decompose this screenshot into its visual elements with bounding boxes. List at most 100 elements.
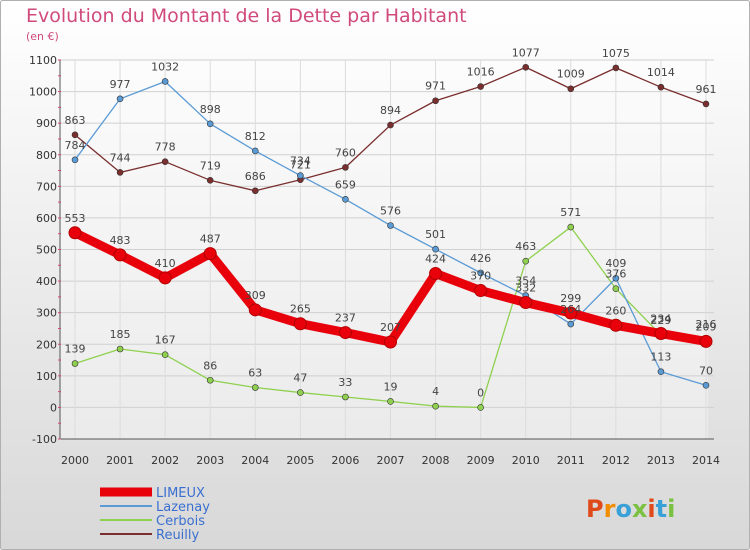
data-point-reuilly xyxy=(116,169,124,176)
x-tick-label: 2013 xyxy=(647,454,675,467)
data-label-reuilly: 1077 xyxy=(512,46,540,59)
data-point-reuilly xyxy=(522,63,530,71)
data-point-lazenay xyxy=(432,245,439,253)
legend-label-cerbois: Cerbois xyxy=(156,514,205,529)
data-label-lazenay: 784 xyxy=(65,139,86,152)
x-tick-label: 2009 xyxy=(467,454,495,467)
x-tick-label: 2007 xyxy=(377,454,405,467)
data-label-reuilly: 863 xyxy=(65,114,86,127)
data-point-limeux xyxy=(519,296,533,310)
data-label-limeux: 309 xyxy=(245,289,266,302)
data-point-lazenay xyxy=(702,382,710,389)
data-point-lazenay xyxy=(116,95,124,103)
logo-letter: o xyxy=(615,495,632,523)
data-label-reuilly: 1009 xyxy=(557,68,585,81)
data-point-lazenay xyxy=(161,78,169,85)
data-label-cerbois: 216 xyxy=(696,318,717,331)
data-point-reuilly xyxy=(342,164,349,171)
legend-label-lazenay: Lazenay xyxy=(156,500,210,515)
data-label-limeux: 234 xyxy=(650,313,671,326)
data-label-cerbois: 463 xyxy=(515,240,536,253)
data-label-limeux: 207 xyxy=(380,321,401,334)
data-label-lazenay: 70 xyxy=(699,364,713,377)
grid xyxy=(60,59,714,440)
data-label-cerbois: 229 xyxy=(650,314,671,327)
x-tick-label: 2002 xyxy=(151,454,179,467)
data-label-limeux: 370 xyxy=(470,270,491,283)
y-tick-label: 600 xyxy=(36,212,57,225)
data-label-cerbois: 0 xyxy=(477,386,484,399)
series-layer xyxy=(68,63,713,411)
data-label-lazenay: 576 xyxy=(380,204,401,217)
data-label-lazenay: 354 xyxy=(515,275,536,288)
x-tick-label: 2012 xyxy=(602,454,630,467)
data-point-cerbois xyxy=(71,360,79,367)
data-label-cerbois: 86 xyxy=(203,359,217,372)
data-label-reuilly: 971 xyxy=(425,80,446,93)
data-point-reuilly xyxy=(71,131,79,139)
x-tick-label: 2011 xyxy=(557,454,585,467)
data-point-lazenay xyxy=(71,156,79,164)
data-point-cerbois xyxy=(206,376,214,384)
data-point-cerbois xyxy=(477,404,484,411)
data-point-reuilly xyxy=(567,85,575,93)
data-point-cerbois xyxy=(161,351,169,358)
data-label-limeux: 487 xyxy=(200,233,221,246)
data-label-lazenay: 426 xyxy=(470,252,491,265)
data-label-cerbois: 167 xyxy=(155,334,176,347)
data-point-cerbois xyxy=(251,384,259,391)
data-label-cerbois: 571 xyxy=(560,206,581,219)
y-tick-label: 0 xyxy=(50,401,57,414)
data-point-reuilly xyxy=(251,187,259,195)
data-label-cerbois: 139 xyxy=(65,343,86,356)
data-point-lazenay xyxy=(612,274,620,282)
data-point-limeux xyxy=(429,267,443,281)
data-label-reuilly: 686 xyxy=(245,170,266,183)
data-point-cerbois xyxy=(612,285,620,292)
data-label-reuilly: 894 xyxy=(380,104,401,117)
data-point-lazenay xyxy=(251,147,259,155)
data-point-reuilly xyxy=(612,64,620,72)
data-label-limeux: 424 xyxy=(425,253,446,266)
x-tick-label: 2005 xyxy=(286,454,314,467)
legend-label-reuilly: Reuilly xyxy=(156,528,200,543)
logo-letter: P xyxy=(586,495,604,523)
data-label-cerbois: 19 xyxy=(384,380,398,393)
y-tick-label: 800 xyxy=(36,149,57,162)
y-tick-label: 200 xyxy=(36,338,57,351)
data-label-lazenay: 977 xyxy=(110,78,131,91)
y-tick-label: 100 xyxy=(36,370,57,383)
chart-subtitle: (en €) xyxy=(26,30,59,43)
data-label-reuilly: 719 xyxy=(200,159,221,172)
data-label-limeux: 553 xyxy=(65,212,86,225)
y-tick-label: 1000 xyxy=(29,86,57,99)
data-label-reuilly: 760 xyxy=(335,146,356,159)
data-point-cerbois xyxy=(522,257,530,265)
data-label-reuilly: 1016 xyxy=(467,66,495,79)
data-label-lazenay: 659 xyxy=(335,178,356,191)
logo-letter: x xyxy=(632,495,648,523)
data-label-lazenay: 898 xyxy=(200,103,221,116)
chart-title: Evolution du Montant de la Dette par Hab… xyxy=(26,5,467,27)
x-tick-label: 2001 xyxy=(106,454,134,467)
data-point-limeux xyxy=(384,335,397,349)
data-point-lazenay xyxy=(477,269,484,277)
data-point-lazenay xyxy=(297,172,304,179)
x-tick-label: 2004 xyxy=(241,454,269,467)
data-point-limeux xyxy=(654,327,668,341)
y-tick-label: 700 xyxy=(36,180,57,193)
y-tick-label: 1100 xyxy=(29,54,57,67)
data-point-lazenay xyxy=(657,368,665,376)
data-label-limeux: 265 xyxy=(290,303,311,316)
data-point-limeux xyxy=(158,271,172,285)
data-point-reuilly xyxy=(657,83,665,91)
data-point-cerbois xyxy=(116,345,124,353)
proxiti-logo: Proxiti xyxy=(586,495,675,523)
x-tick-label: 2008 xyxy=(422,454,450,467)
legend-label-limeux: LIMEUX xyxy=(156,486,205,501)
data-label-reuilly: 721 xyxy=(290,159,311,172)
data-label-limeux: 332 xyxy=(515,282,536,295)
data-point-limeux xyxy=(609,318,623,332)
axes: -100010020030040050060070080090010001100… xyxy=(29,54,720,467)
